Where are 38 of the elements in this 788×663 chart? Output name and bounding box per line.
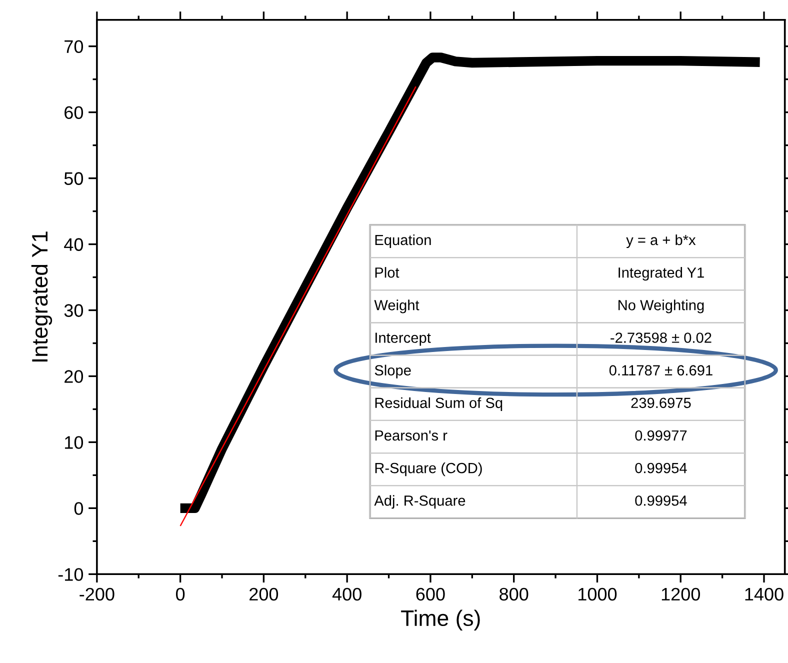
annotation: y = a + b*x <box>626 234 696 248</box>
y-tick-label: 20 <box>64 370 84 383</box>
annotation: Pearson's r <box>375 430 448 441</box>
annotation: 0.99954 <box>635 495 687 506</box>
annotation: 0.99977 <box>635 430 687 441</box>
annotation: Residual Sum of Sq <box>375 397 502 411</box>
x-tick-label: 0 <box>176 588 185 601</box>
annotation: 0.99954 <box>635 462 687 474</box>
y-tick-label: 40 <box>64 238 84 251</box>
y-axis-title: Integrated Y1 <box>31 232 52 362</box>
y-tick-label: -10 <box>58 568 84 581</box>
annotation: No Weighting <box>618 300 704 314</box>
x-tick-label: 400 <box>332 588 362 601</box>
y-tick-label: 0 <box>74 502 84 515</box>
x-tick-label: 1400 <box>745 588 784 601</box>
annotation: 239.6975 <box>631 398 691 408</box>
annotation: Equation <box>375 234 431 248</box>
annotation: Intercept <box>376 332 431 346</box>
annotation: Weight <box>374 300 420 314</box>
x-tick-label: 200 <box>250 588 278 601</box>
x-axis-title: Time (s) <box>401 610 480 630</box>
annotation: Integrated Y1 <box>618 267 704 281</box>
annotation: Adj. R-Square <box>374 495 466 509</box>
annotation: Slope <box>374 364 411 378</box>
annotation: R-Square (COD) <box>375 462 482 476</box>
x-tick-label: 1200 <box>662 588 700 601</box>
y-tick-label: 30 <box>64 304 84 317</box>
y-tick-label: 10 <box>65 436 84 449</box>
x-tick-label: 600 <box>416 588 445 601</box>
y-tick-label: 50 <box>64 172 84 185</box>
annotation: 0.11787 ± 6.691 <box>609 365 712 376</box>
y-tick-label: 60 <box>64 106 84 119</box>
x-tick-label: 800 <box>500 588 528 601</box>
annotation: Plot <box>375 267 400 278</box>
x-tick-label: 1000 <box>578 588 617 601</box>
annotation: -2.73598 ± 0.02 <box>610 332 712 343</box>
x-tick-label: -200 <box>80 588 114 601</box>
y-tick-label: 70 <box>64 40 84 54</box>
